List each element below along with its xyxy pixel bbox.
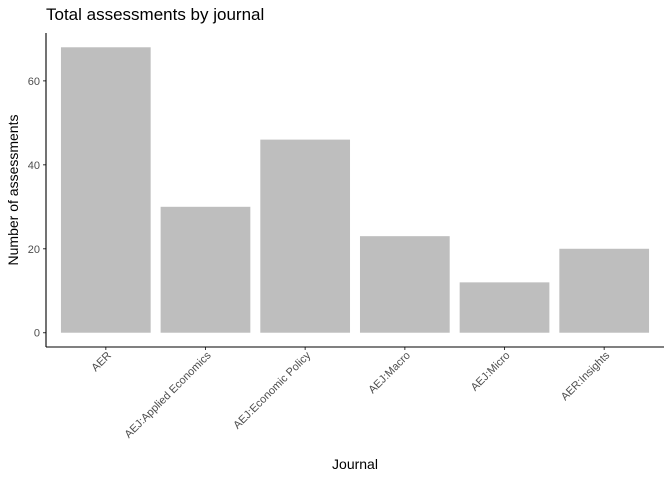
y-tick-label: 20 xyxy=(28,244,40,256)
bar-aer-insights xyxy=(559,248,650,333)
bar-aej-macro xyxy=(359,236,450,333)
chart-title: Total assessments by journal xyxy=(46,5,264,24)
x-tick-label: AEJ:Macro xyxy=(366,350,413,397)
bar-aej-economic-policy xyxy=(260,139,351,333)
y-tick-label: 60 xyxy=(28,76,40,88)
x-tick-label: AEJ:Micro xyxy=(469,350,513,394)
x-tick-label: AER:Insights xyxy=(559,349,613,403)
x-axis-ticks: AER AEJ:Applied Economics AEJ:Economic Pol… xyxy=(89,347,613,441)
x-tick-label: AEJ:Applied Economics xyxy=(123,349,214,440)
y-tick-label: 40 xyxy=(28,160,40,172)
y-tick-label: 0 xyxy=(34,328,40,340)
bar-aer xyxy=(60,47,151,333)
y-axis-ticks: 0 20 40 60 xyxy=(28,76,46,340)
bar-aej-micro xyxy=(459,282,550,333)
x-tick-label: AER xyxy=(89,350,114,375)
x-axis-title: Journal xyxy=(332,456,378,472)
y-axis-title: Number of assessments xyxy=(5,115,21,266)
bar-aej-applied-economics xyxy=(160,206,251,333)
x-tick-label: AEJ:Economic Policy xyxy=(231,349,313,431)
bars-group xyxy=(60,47,650,333)
